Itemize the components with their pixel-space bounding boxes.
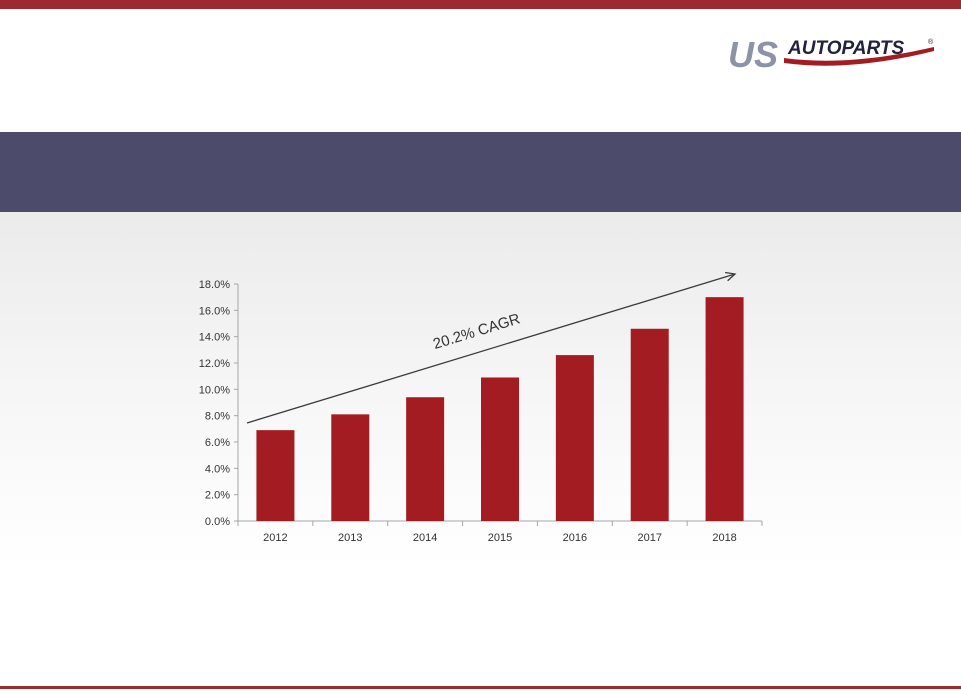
y-tick-label: 4.0%	[205, 463, 230, 475]
chart-panel: 0.0% 2.0% 4.0% 6.0% 8.0% 10.0% 12.0% 14.0% 16.0%…	[0, 212, 961, 569]
logo-us: US	[728, 34, 778, 74]
logo-registered-mark: ®	[928, 38, 934, 46]
title-band	[0, 132, 961, 212]
x-axis: 2012 2013 2014 2015 2016 2017 2018	[237, 520, 763, 544]
bar-series	[256, 297, 744, 521]
y-tick-label: 8.0%	[205, 411, 230, 423]
x-tick-label: 2015	[488, 532, 512, 544]
bar-chart: 0.0% 2.0% 4.0% 6.0% 8.0% 10.0% 12.0% 14.0% 16.0%…	[199, 271, 763, 544]
x-tick-label: 2018	[712, 532, 736, 544]
y-tick-label: 2.0%	[205, 490, 230, 502]
bar-2013	[331, 414, 370, 521]
bar-2012	[256, 430, 295, 521]
bar-2016	[555, 355, 594, 521]
y-tick-label: 6.0%	[205, 437, 230, 449]
y-tick-label: 14.0%	[199, 332, 230, 344]
y-tick-label: 18.0%	[199, 279, 230, 291]
y-tick-label: 0.0%	[205, 516, 230, 528]
top-accent-bar	[0, 0, 961, 9]
y-tick-label: 10.0%	[199, 384, 230, 396]
y-axis: 0.0% 2.0% 4.0% 6.0% 8.0% 10.0% 12.0% 14.0% 16.0%…	[199, 279, 239, 528]
y-tick-label: 16.0%	[199, 305, 230, 317]
bar-2015	[481, 377, 519, 521]
bar-2018	[705, 297, 744, 521]
cagr-arrowhead	[725, 271, 737, 282]
cagr-arrow	[246, 273, 736, 424]
x-tick-label: 2012	[263, 532, 287, 544]
x-tick-label: 2014	[413, 532, 437, 544]
x-tick-label: 2017	[637, 532, 661, 544]
bottom-accent-rule	[0, 686, 961, 689]
bar-2014	[406, 397, 445, 521]
y-tick-label: 12.0%	[199, 358, 230, 370]
logo-autoparts: AUTOPARTS	[787, 38, 904, 59]
x-tick-label: 2016	[563, 532, 587, 544]
us-autoparts-logo: US AUTOPARTS ®	[728, 34, 934, 74]
cagr-annotation: 20.2% CAGR	[431, 310, 522, 353]
x-tick-label: 2013	[338, 532, 362, 544]
bar-2017	[630, 328, 669, 521]
